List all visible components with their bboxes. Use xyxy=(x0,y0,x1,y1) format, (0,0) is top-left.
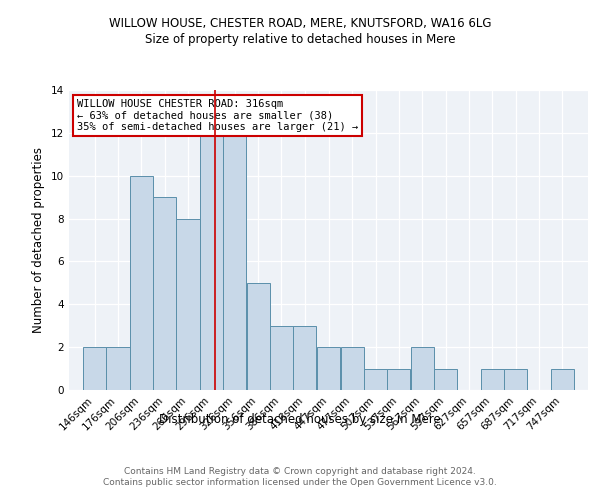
Bar xyxy=(481,368,504,390)
Bar xyxy=(200,133,223,390)
Bar xyxy=(293,326,316,390)
Bar xyxy=(247,283,269,390)
Bar xyxy=(551,368,574,390)
Bar xyxy=(130,176,153,390)
Bar xyxy=(434,368,457,390)
Bar xyxy=(153,197,176,390)
Bar xyxy=(388,368,410,390)
Y-axis label: Number of detached properties: Number of detached properties xyxy=(32,147,46,333)
Bar xyxy=(106,347,130,390)
Bar xyxy=(411,347,434,390)
Bar xyxy=(341,347,364,390)
Text: Distribution of detached houses by size in Mere: Distribution of detached houses by size … xyxy=(159,412,441,426)
Bar xyxy=(270,326,293,390)
Bar xyxy=(317,347,340,390)
Bar xyxy=(223,133,246,390)
Bar xyxy=(364,368,387,390)
Bar xyxy=(504,368,527,390)
Bar xyxy=(176,218,200,390)
Bar xyxy=(83,347,106,390)
Text: Contains HM Land Registry data © Crown copyright and database right 2024.
Contai: Contains HM Land Registry data © Crown c… xyxy=(103,468,497,487)
Text: Size of property relative to detached houses in Mere: Size of property relative to detached ho… xyxy=(145,32,455,46)
Text: WILLOW HOUSE, CHESTER ROAD, MERE, KNUTSFORD, WA16 6LG: WILLOW HOUSE, CHESTER ROAD, MERE, KNUTSF… xyxy=(109,18,491,30)
Text: WILLOW HOUSE CHESTER ROAD: 316sqm
← 63% of detached houses are smaller (38)
35% : WILLOW HOUSE CHESTER ROAD: 316sqm ← 63% … xyxy=(77,99,358,132)
